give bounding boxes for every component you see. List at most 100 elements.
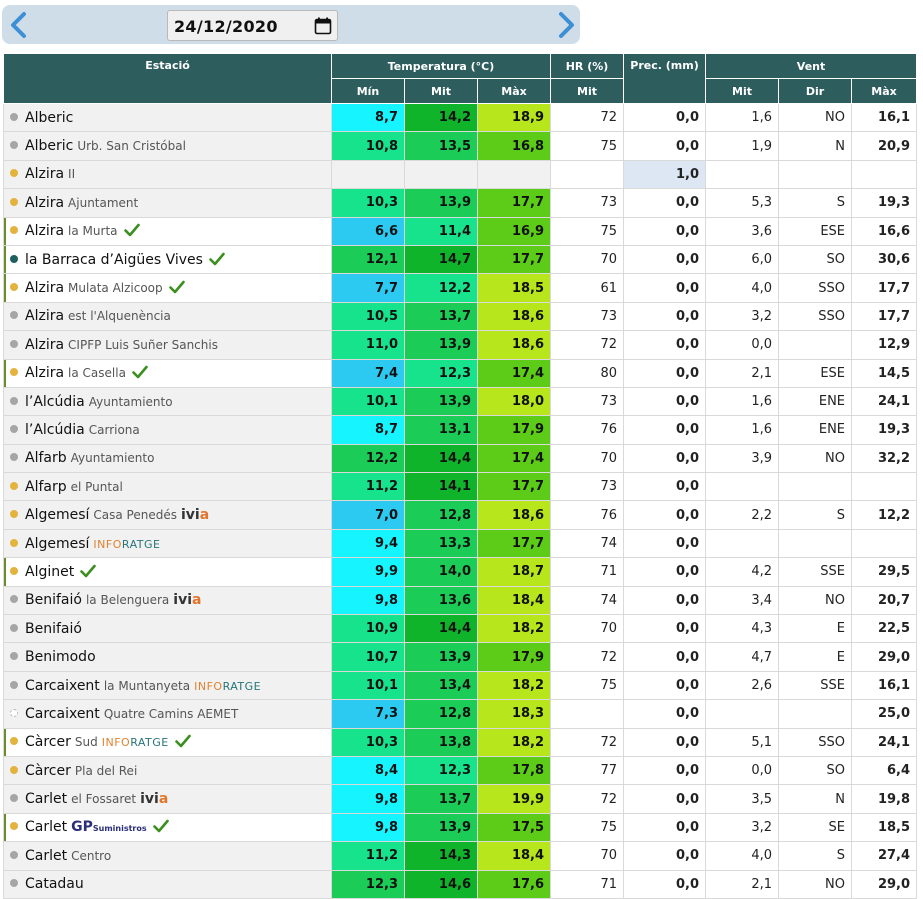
previous-day-button[interactable] <box>6 10 32 40</box>
table-row[interactable]: Catadau 12,3 14,6 17,6 71 0,0 2,1 NO 29,0 <box>3 869 918 899</box>
table-row[interactable]: Alfarb Ayuntamiento 12,2 14,4 17,4 70 0,0 3,9 NO… <box>3 443 918 474</box>
header-wind-dir[interactable]: Dir <box>778 78 853 104</box>
station-cell[interactable]: Alfarb Ayuntamiento <box>3 443 332 474</box>
next-day-button[interactable] <box>553 10 579 40</box>
station-cell[interactable]: Carlet GPSuministros <box>3 812 332 843</box>
table-row[interactable]: Carcaixent Quatre Camins AEMET 7,3 12,8 18,3… <box>3 699 918 729</box>
station-name[interactable]: l’Alcúdia <box>25 421 85 438</box>
table-row[interactable]: Carcaixent la Muntanyeta INFORATGE 10,1 13,4… <box>3 670 918 701</box>
station-name[interactable]: Càrcer <box>25 734 71 751</box>
table-row[interactable]: Alberic Urb. San Cristóbal 10,8 13,5 16,8 75 0… <box>3 131 918 161</box>
table-row[interactable]: Alzira la Murta 6,6 11,4 16,9 75 0,0 3,6 ESE 16,6 <box>3 216 918 246</box>
station-cell[interactable]: Alzira Mulata Alzicoop <box>3 273 332 303</box>
station-cell[interactable]: Alzira la Casella <box>3 358 332 388</box>
table-row[interactable]: Alberic 8,7 14,2 18,9 72 0,0 1,6 NO 16,1 <box>3 102 918 133</box>
temp-min-cell: 6,6 <box>331 216 405 246</box>
temp-max-cell: 17,9 <box>476 642 552 672</box>
table-row[interactable]: Alginet 9,9 14,0 18,7 71 0,0 4,2 SSE 29,5 <box>3 557 918 587</box>
station-name[interactable]: Alzira <box>25 280 65 297</box>
table-row[interactable]: Algemesí INFORATGE 9,4 13,3 17,7 74 0,0 <box>3 528 918 559</box>
station-cell[interactable]: Catadau <box>3 869 332 899</box>
station-name[interactable]: Alzira <box>25 336 65 353</box>
calendar-icon[interactable] <box>314 17 332 35</box>
station-name[interactable]: Alberic <box>25 109 74 126</box>
station-cell[interactable]: Benimodo <box>3 642 332 672</box>
station-cell[interactable]: Alzira est l'Alquenència <box>3 301 332 332</box>
station-cell[interactable]: Carcaixent la Muntanyeta INFORATGE <box>3 670 332 701</box>
station-name[interactable]: Benifaió <box>25 592 82 609</box>
header-temp-max[interactable]: Màx <box>476 78 552 104</box>
station-name[interactable]: Catadau <box>25 876 84 893</box>
station-cell[interactable]: la Barraca d’Aigües Vives <box>3 244 332 275</box>
table-row[interactable]: Alzira CIPFP Luis Suñer Sanchis 11,0 13,9 18… <box>3 330 918 360</box>
station-name[interactable]: Benifaió <box>25 620 82 637</box>
station-name[interactable]: Algemesí <box>25 535 90 552</box>
station-cell[interactable]: Benifaió <box>3 614 332 644</box>
header-hr-avg[interactable]: Mit <box>550 78 625 104</box>
station-name[interactable]: Alberic <box>25 138 74 155</box>
station-cell[interactable]: Carlet Centro <box>3 841 332 871</box>
station-cell[interactable]: Algemesí INFORATGE <box>3 528 332 559</box>
header-temp-min[interactable]: Mín <box>331 78 405 104</box>
station-cell[interactable]: Alzira Ajuntament <box>3 188 332 218</box>
table-row[interactable]: Carlet GPSuministros 9,8 13,9 17,5 75 0,0 3,2 SE… <box>3 812 918 843</box>
station-name[interactable]: Alzira <box>25 308 65 325</box>
station-cell[interactable]: Benifaió la Belenguera ivia <box>3 585 332 616</box>
table-row[interactable]: Alfarp el Puntal 11,2 14,1 17,7 73 0,0 <box>3 472 918 502</box>
table-row[interactable]: la Barraca d’Aigües Vives 12,1 14,7 17,7 70 0… <box>3 244 918 275</box>
date-input[interactable]: 24/12/2020 <box>167 10 338 41</box>
station-name[interactable]: Carcaixent <box>25 677 100 694</box>
table-row[interactable]: Carlet el Fossaret ivia 9,8 13,7 19,9 72 0,0 3,5… <box>3 784 918 814</box>
header-temp-avg[interactable]: Mit <box>404 78 478 104</box>
table-row[interactable]: Alzira Mulata Alzicoop 7,7 12,2 18,5 61 0,0 4,0… <box>3 273 918 303</box>
station-cell[interactable]: Carlet el Fossaret ivia <box>3 784 332 814</box>
header-precipitation[interactable]: Prec. (mm) <box>623 53 707 104</box>
station-name[interactable]: Carlet <box>25 847 68 864</box>
station-cell[interactable]: Càrcer Pla del Rei <box>3 755 332 786</box>
station-name[interactable]: Benimodo <box>25 649 96 666</box>
table-row[interactable]: Benifaió 10,9 14,4 18,2 70 0,0 4,3 E 22,5 <box>3 614 918 644</box>
station-name[interactable]: l’Alcúdia <box>25 393 85 410</box>
header-wind-avg[interactable]: Mit <box>705 78 780 104</box>
station-cell[interactable]: l’Alcúdia Ayuntamiento <box>3 386 332 417</box>
table-row[interactable]: Benifaió la Belenguera ivia 9,8 13,6 18,4 74 0,… <box>3 585 918 616</box>
station-cell[interactable]: Carcaixent Quatre Camins AEMET <box>3 699 332 729</box>
table-row[interactable]: Benimodo 10,7 13,9 17,9 72 0,0 4,7 E 29,0 <box>3 642 918 672</box>
station-cell[interactable]: Alzira II <box>3 159 332 190</box>
station-cell[interactable]: Càrcer Sud INFORATGE <box>3 727 332 757</box>
station-cell[interactable]: Alfarp el Puntal <box>3 472 332 502</box>
table-row[interactable]: Alzira la Casella 7,4 12,3 17,4 80 0,0 2,1 ESE 14… <box>3 358 918 388</box>
table-row[interactable]: Carlet Centro 11,2 14,3 18,4 70 0,0 4,0 S 27,4 <box>3 841 918 871</box>
station-cell[interactable]: Alzira la Murta <box>3 216 332 246</box>
station-cell[interactable]: Alberic <box>3 102 332 133</box>
station-cell[interactable]: Alzira CIPFP Luis Suñer Sanchis <box>3 330 332 360</box>
table-row[interactable]: Alzira Ajuntament 10,3 13,9 17,7 73 0,0 5,3 S 19,… <box>3 188 918 218</box>
station-name[interactable]: Alzira <box>25 365 65 382</box>
station-name[interactable]: Carlet <box>25 819 68 836</box>
header-station[interactable]: Estació <box>3 53 332 104</box>
station-name[interactable]: Càrcer <box>25 762 71 779</box>
temp-min-cell: 9,4 <box>331 528 405 559</box>
station-name[interactable]: la Barraca d’Aigües Vives <box>25 251 203 268</box>
table-row[interactable]: Alzira est l'Alquenència 10,5 13,7 18,6 73 0,0… <box>3 301 918 332</box>
station-name[interactable]: Alzira <box>25 223 65 240</box>
table-row[interactable]: l’Alcúdia Ayuntamiento 10,1 13,9 18,0 73 0,0 1,… <box>3 386 918 417</box>
station-cell[interactable]: Alginet <box>3 557 332 587</box>
station-name[interactable]: Algemesí <box>25 507 90 524</box>
station-cell[interactable]: l’Alcúdia Carriona <box>3 415 332 445</box>
table-row[interactable]: Alzira II 1,0 <box>3 159 918 190</box>
station-name[interactable]: Alginet <box>25 563 75 580</box>
table-row[interactable]: Càrcer Pla del Rei 8,4 12,3 17,8 77 0,0 0,0 SO 6,… <box>3 755 918 786</box>
table-row[interactable]: l’Alcúdia Carriona 8,7 13,1 17,9 76 0,0 1,6 ENE 1… <box>3 415 918 445</box>
header-wind-max[interactable]: Màx <box>851 78 918 104</box>
table-row[interactable]: Algemesí Casa Penedés ivia 7,0 12,8 18,6 76 0,0… <box>3 500 918 530</box>
station-name[interactable]: Alzira <box>25 166 65 183</box>
station-cell[interactable]: Alberic Urb. San Cristóbal <box>3 131 332 161</box>
station-name[interactable]: Carcaixent <box>25 705 100 722</box>
station-name[interactable]: Carlet <box>25 791 68 808</box>
station-name[interactable]: Alfarp <box>25 478 67 495</box>
station-name[interactable]: Alfarb <box>25 450 67 467</box>
table-row[interactable]: Càrcer Sud INFORATGE 10,3 13,8 18,2 72 0,0 5,1 SS… <box>3 727 918 757</box>
station-cell[interactable]: Algemesí Casa Penedés ivia <box>3 500 332 530</box>
station-name[interactable]: Alzira <box>25 194 65 211</box>
